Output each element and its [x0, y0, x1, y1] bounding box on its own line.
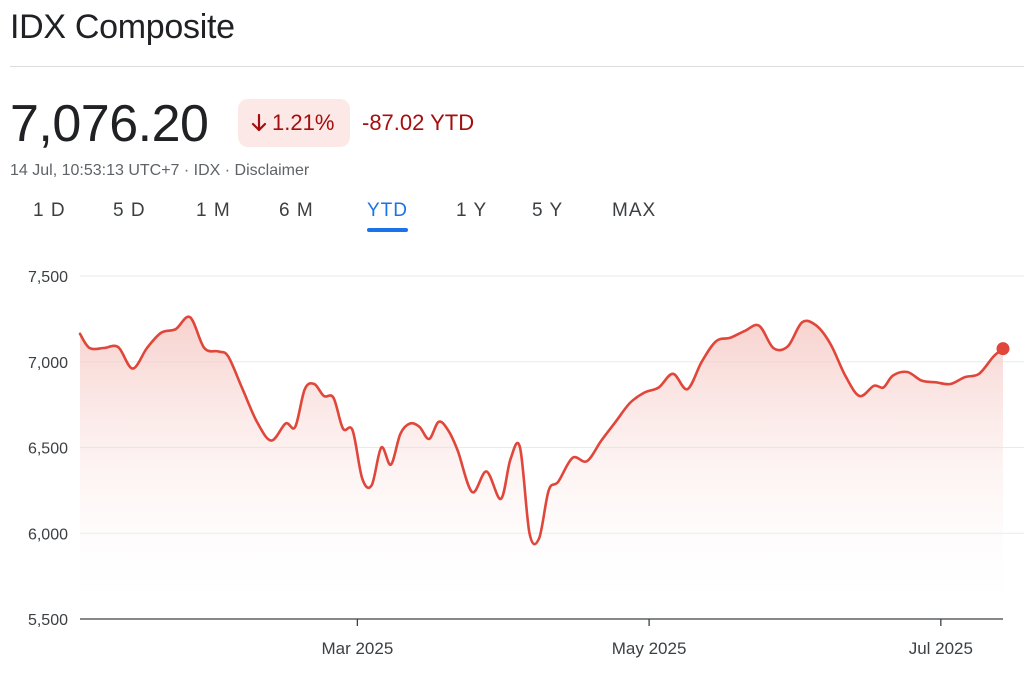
price-line [78, 315, 1005, 546]
tab-label: 5 D [113, 200, 146, 221]
x-tick-label: Jul 2025 [909, 639, 973, 658]
tab-1m[interactable]: 1 M [196, 200, 231, 222]
y-tick-label: 7,000 [28, 355, 68, 372]
x-tick-label: Mar 2025 [321, 639, 393, 658]
tab-label: 6 M [279, 200, 314, 221]
tab-label: YTD [367, 200, 408, 221]
quote-timestamp: 14 Jul, 10:53:13 UTC+7 [10, 162, 180, 179]
tab-5y[interactable]: 5 Y [532, 200, 563, 222]
tab-ytd[interactable]: YTD [367, 200, 408, 232]
page-title: IDX Composite [10, 8, 235, 46]
tab-label: 1 D [33, 200, 66, 221]
arrow-down-icon [251, 113, 267, 132]
last-price-marker [996, 342, 1010, 356]
y-tick-label: 6,500 [28, 441, 68, 458]
tab-1d[interactable]: 1 D [33, 200, 66, 222]
disclaimer-link[interactable]: Disclaimer [234, 162, 310, 179]
tab-label: MAX [612, 200, 657, 221]
meta-separator: · [220, 162, 235, 179]
price-area-fill [80, 316, 1003, 619]
tab-6m[interactable]: 6 M [279, 200, 314, 222]
tab-label: 1 M [196, 200, 231, 221]
change-percent: 1.21% [272, 110, 335, 135]
current-price: 7,076.20 [10, 95, 209, 153]
exchange-name: IDX [193, 162, 221, 179]
x-tick-label: May 2025 [612, 639, 687, 658]
meta-separator: · [179, 162, 194, 179]
change-percent-badge: 1.21% [238, 99, 351, 147]
range-tabs: 1 D 5 D 1 M 6 M YTD 1 Y 5 Y MAX [0, 200, 1024, 236]
active-tab-underline [367, 228, 408, 232]
y-tick-label: 5,500 [28, 612, 68, 629]
y-tick-label: 7,500 [28, 269, 68, 286]
tab-max[interactable]: MAX [612, 200, 656, 222]
change-absolute: -87.02 YTD [362, 110, 475, 135]
quote-meta: 14 Jul, 10:53:13 UTC+7 · IDX · Disclaime… [10, 162, 309, 180]
y-tick-label: 6,000 [28, 526, 68, 543]
tab-label: 1 Y [456, 200, 488, 221]
tab-label: 5 Y [532, 200, 564, 221]
tab-5d[interactable]: 5 D [113, 200, 146, 222]
header-divider [10, 66, 1024, 67]
tab-1y[interactable]: 1 Y [456, 200, 487, 222]
